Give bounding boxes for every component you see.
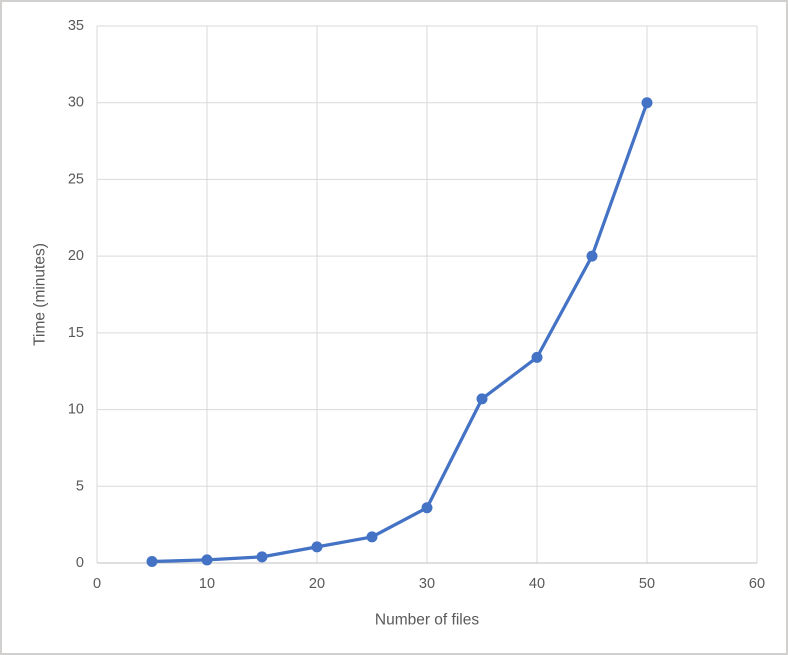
data-point-marker [201, 554, 213, 566]
y-tick-label: 20 [68, 248, 84, 264]
y-axis-title: Time (minutes) [32, 243, 49, 346]
y-tick-label: 0 [76, 555, 84, 571]
y-tick-label: 30 [68, 95, 84, 111]
x-tick-label: 0 [93, 576, 101, 592]
data-point-marker [531, 351, 543, 363]
x-tick-label: 30 [419, 576, 435, 592]
y-tick-label: 5 [76, 478, 84, 494]
gridlines [96, 25, 758, 564]
x-tick-label: 10 [199, 576, 215, 592]
data-point-marker [641, 97, 653, 109]
y-tick-label: 25 [68, 171, 84, 187]
y-tick-label: 10 [68, 402, 84, 418]
data-point-marker [421, 502, 433, 514]
data-point-marker [476, 393, 488, 405]
data-point-marker [311, 541, 323, 553]
data-point-marker [366, 531, 378, 543]
data-series-line [146, 97, 653, 567]
x-tick-label: 60 [749, 576, 765, 592]
data-point-marker [586, 250, 598, 262]
axis-tick-labels: 0 5 10 15 20 25 30 35 0 10 20 30 40 50 60 [68, 18, 765, 592]
x-tick-label: 40 [529, 576, 545, 592]
data-point-marker [146, 555, 158, 567]
x-tick-label: 50 [639, 576, 655, 592]
y-tick-label: 35 [68, 18, 84, 34]
x-axis-title: Number of files [375, 612, 479, 629]
data-point-marker [256, 551, 268, 563]
x-tick-label: 20 [309, 576, 325, 592]
y-tick-label: 15 [68, 325, 84, 341]
